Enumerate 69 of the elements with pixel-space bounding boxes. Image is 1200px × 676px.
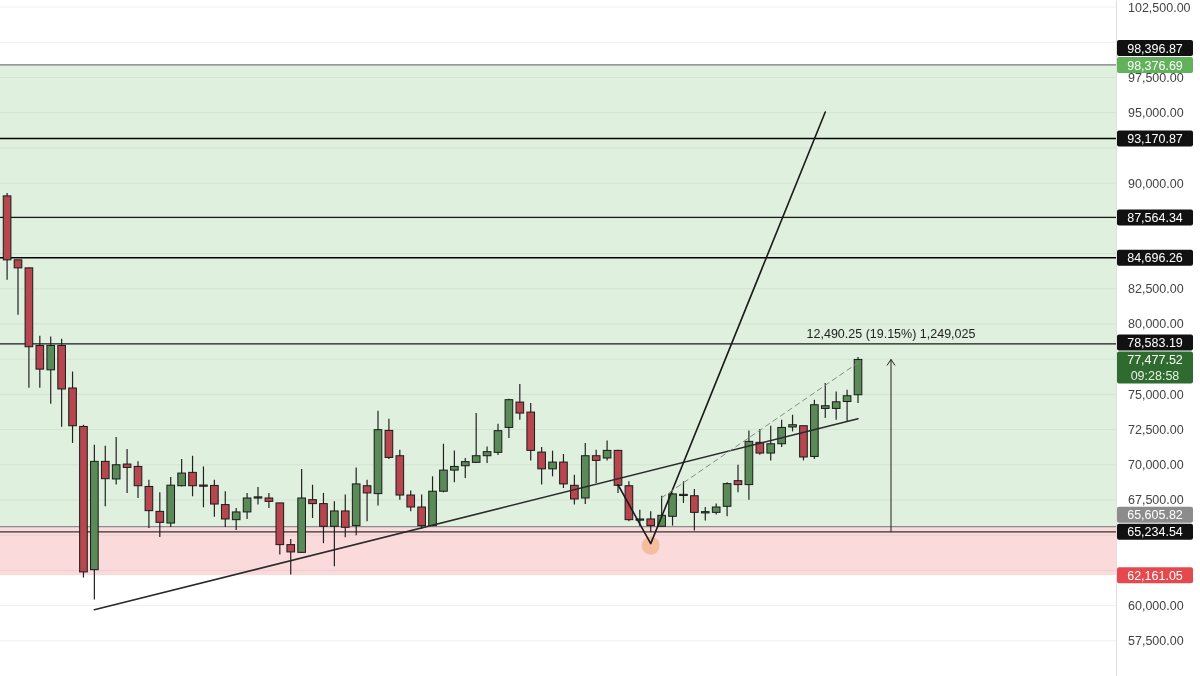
text: 77,477.52 [1127, 352, 1183, 367]
text: 09:28:58 [1130, 368, 1180, 383]
candlestick [253, 486, 263, 506]
candlestick [242, 492, 252, 520]
candlestick [722, 481, 732, 517]
y-tick-label: 80,000.00 [1128, 317, 1184, 332]
y-tick-label: 102,500.00 [1128, 0, 1191, 15]
candlestick [188, 455, 197, 497]
y-tick-label: 70,000.00 [1128, 458, 1184, 473]
candlestick [264, 492, 274, 509]
candlestick [820, 382, 830, 419]
candlestick [766, 425, 776, 461]
candlestick [482, 445, 492, 464]
y-tick-label: 72,500.00 [1128, 423, 1184, 438]
candlestick [286, 538, 296, 576]
annotation: 12,490.25 (19.15%) 1,249,025 [806, 326, 976, 341]
candlestick [493, 423, 503, 456]
y-tick-label: 67,500.00 [1128, 493, 1184, 508]
candlestick [602, 439, 612, 461]
candlestick [591, 449, 601, 484]
candlestick [155, 491, 165, 538]
candlestick [330, 500, 339, 567]
candlestick [679, 480, 688, 504]
candlestick [13, 259, 23, 316]
band-label: 98,376.69 [1127, 58, 1183, 73]
candlestick [690, 488, 699, 531]
ref-line-label: 98,396.87 [1127, 41, 1183, 56]
ref-line-label: 84,696.26 [1127, 251, 1183, 266]
candlestick [308, 484, 317, 519]
candlestick [362, 479, 372, 522]
candlestick [111, 436, 121, 486]
candlestick [548, 450, 557, 477]
candlestick [133, 460, 143, 499]
candlestick [646, 510, 656, 533]
candlestick [570, 474, 579, 506]
candlestick [831, 390, 841, 421]
candlestick [122, 448, 132, 494]
y-tick-label: 95,000.00 [1128, 106, 1184, 121]
candlestick [471, 412, 481, 464]
candlestick [220, 490, 230, 528]
y-tick-label: 90,000.00 [1128, 176, 1184, 191]
candlestick [450, 449, 459, 483]
candlestick [210, 479, 219, 518]
band-label: 62,161.05 [1127, 568, 1183, 583]
y-tick-label: 57,500.00 [1128, 634, 1184, 649]
ref-line-label: 65,605.82 [1127, 508, 1183, 523]
candlestick [460, 457, 470, 479]
candlestick [177, 458, 186, 488]
candlestick [100, 445, 110, 507]
candlestick [559, 453, 568, 489]
y-tick-label: 82,500.00 [1128, 282, 1184, 297]
candlestick [319, 492, 328, 544]
ref-line-label: 93,170.87 [1127, 131, 1183, 146]
candlestick [231, 507, 241, 531]
y-tick-label: 60,000.00 [1128, 599, 1184, 614]
ref-line-label: 78,583.19 [1127, 335, 1183, 350]
candlestick [515, 383, 525, 421]
candlestick [417, 494, 426, 530]
candlestick [668, 492, 677, 527]
candlestick [406, 489, 416, 512]
ref-line-label: 65,234.54 [1127, 525, 1183, 540]
ref-line-label: 87,564.34 [1127, 210, 1183, 225]
candlestick [733, 464, 743, 493]
candlestick [340, 494, 350, 538]
candlestick [439, 443, 448, 493]
candlestick [537, 446, 546, 486]
candlestick [199, 465, 208, 508]
candlestick [755, 428, 765, 456]
y-tick-label: 75,000.00 [1128, 387, 1184, 402]
